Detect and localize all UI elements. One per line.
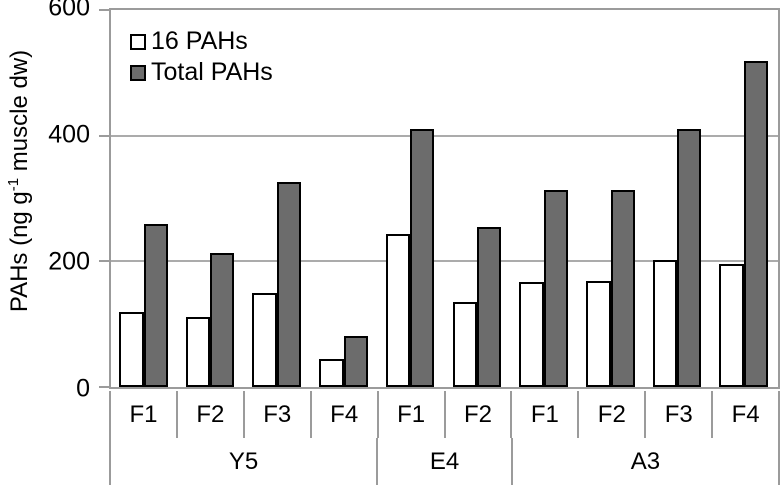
bar-cell (178, 10, 245, 387)
bar-cell (511, 10, 578, 387)
category-label: F3 (646, 391, 714, 438)
bar-total-pahs (477, 227, 502, 387)
bar-cell (645, 10, 712, 387)
category-label: F1 (512, 391, 580, 438)
y-tick-label-0: 0 (76, 374, 90, 403)
y-tick-label-200: 200 (48, 247, 90, 276)
y-tick-600 (99, 9, 109, 11)
bar-cell (578, 10, 645, 387)
bar-16-pahs (385, 234, 411, 387)
bar-16-pahs (119, 311, 144, 387)
gridline-400 (111, 134, 778, 137)
gridline-200 (111, 260, 778, 263)
legend-swatch-16-pahs (130, 33, 146, 50)
category-label-row: F1 F2 F3 F4 F1 F2 F1 F2 F3 F4 (109, 391, 780, 438)
bar-16-pahs (585, 281, 611, 387)
bar-cell (711, 10, 778, 387)
group-label-e4: E4 (378, 438, 513, 485)
bar-total-pahs (410, 129, 435, 387)
legend: 16 PAHs Total PAHs (130, 26, 273, 88)
legend-item-16-pahs: 16 PAHs (130, 26, 273, 57)
group-label-row: Y5 E4 A3 (109, 438, 780, 485)
bar-total-pahs (343, 336, 368, 387)
category-label: F3 (245, 391, 312, 438)
legend-swatch-total-pahs (130, 64, 146, 81)
y-tick-200 (99, 260, 109, 263)
bar-cell (244, 10, 311, 387)
category-label: F2 (446, 391, 513, 438)
bar-16-pahs (252, 293, 278, 387)
bar-cell (311, 10, 378, 387)
bar-cell (378, 10, 445, 387)
bars-layer (111, 10, 778, 387)
y-tick-400 (99, 134, 109, 137)
category-label: F1 (111, 391, 178, 438)
bar-total-pahs (543, 190, 568, 387)
group-label-y5: Y5 (111, 438, 379, 485)
bar-16-pahs (519, 282, 544, 387)
legend-label-16-pahs: 16 PAHs (151, 27, 248, 55)
y-tick-label-400: 400 (48, 120, 90, 149)
bar-total-pahs (210, 252, 235, 387)
bar-total-pahs (277, 181, 302, 387)
category-label: F2 (178, 391, 245, 438)
category-label: F4 (731, 400, 760, 428)
bar-total-pahs (743, 60, 768, 387)
y-tick-label-600: 600 (48, 0, 90, 22)
bar-16-pahs (719, 263, 744, 387)
group-label-a3: A3 (630, 447, 661, 475)
category-label: F2 (579, 391, 647, 438)
bar-16-pahs (185, 316, 211, 387)
bar-16-pahs (452, 301, 478, 387)
plot-area (99, 8, 780, 389)
category-label: F1 (379, 391, 446, 438)
bar-cell (111, 10, 178, 387)
legend-label-total-pahs: Total PAHs (151, 58, 273, 86)
y-tick-labels: 600 400 200 0 (0, 0, 96, 401)
bar-total-pahs (677, 129, 702, 387)
bar-16-pahs (319, 358, 344, 387)
legend-item-total-pahs: Total PAHs (130, 57, 273, 88)
bar-total-pahs (610, 189, 635, 387)
bar-total-pahs (143, 223, 168, 387)
category-label: F4 (312, 391, 379, 438)
y-tick-0 (99, 386, 109, 388)
bar-cell (445, 10, 512, 387)
bar-16-pahs (652, 260, 678, 387)
